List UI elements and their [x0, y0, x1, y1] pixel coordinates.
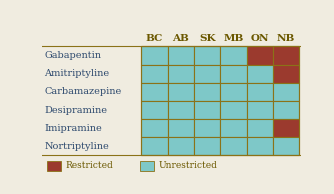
Bar [194, 137, 220, 155]
Text: Restricted: Restricted [65, 161, 113, 171]
Bar [220, 46, 247, 65]
Text: ON: ON [250, 35, 269, 43]
Bar [194, 65, 220, 83]
Bar [220, 137, 247, 155]
Bar [194, 119, 220, 137]
Bar [247, 137, 273, 155]
Bar [273, 65, 299, 83]
Text: Amitriptyline: Amitriptyline [44, 69, 110, 78]
Text: Imipramine: Imipramine [44, 124, 102, 133]
Bar [220, 119, 247, 137]
Text: BC: BC [146, 35, 163, 43]
Bar [168, 46, 194, 65]
Bar [247, 119, 273, 137]
Bar [273, 46, 299, 65]
Bar [141, 101, 168, 119]
Bar [273, 83, 299, 101]
Text: Carbamazepine: Carbamazepine [44, 87, 122, 96]
Bar [273, 101, 299, 119]
Text: Gabapentin: Gabapentin [44, 51, 101, 60]
Bar [141, 46, 299, 155]
Bar [141, 83, 168, 101]
Bar [141, 137, 168, 155]
Bar [247, 101, 273, 119]
Bar [168, 119, 194, 137]
Bar [247, 46, 273, 65]
Bar [220, 101, 247, 119]
Bar [273, 137, 299, 155]
Bar [220, 83, 247, 101]
Text: Unrestricted: Unrestricted [158, 161, 217, 171]
Bar [273, 119, 299, 137]
Bar [194, 46, 220, 65]
Bar [168, 65, 194, 83]
Text: SK: SK [199, 35, 215, 43]
Bar [47, 161, 61, 171]
Bar [168, 101, 194, 119]
Bar [194, 83, 220, 101]
Text: Nortriptyline: Nortriptyline [44, 142, 109, 151]
Text: NB: NB [277, 35, 295, 43]
Bar [247, 65, 273, 83]
Bar [220, 65, 247, 83]
Bar [194, 101, 220, 119]
Text: Desipramine: Desipramine [44, 106, 107, 114]
Text: MB: MB [223, 35, 244, 43]
Bar [140, 161, 154, 171]
Bar [141, 65, 168, 83]
Bar [247, 83, 273, 101]
Bar [168, 83, 194, 101]
Bar [141, 119, 168, 137]
Bar [141, 46, 168, 65]
Bar [168, 137, 194, 155]
Text: AB: AB [172, 35, 189, 43]
